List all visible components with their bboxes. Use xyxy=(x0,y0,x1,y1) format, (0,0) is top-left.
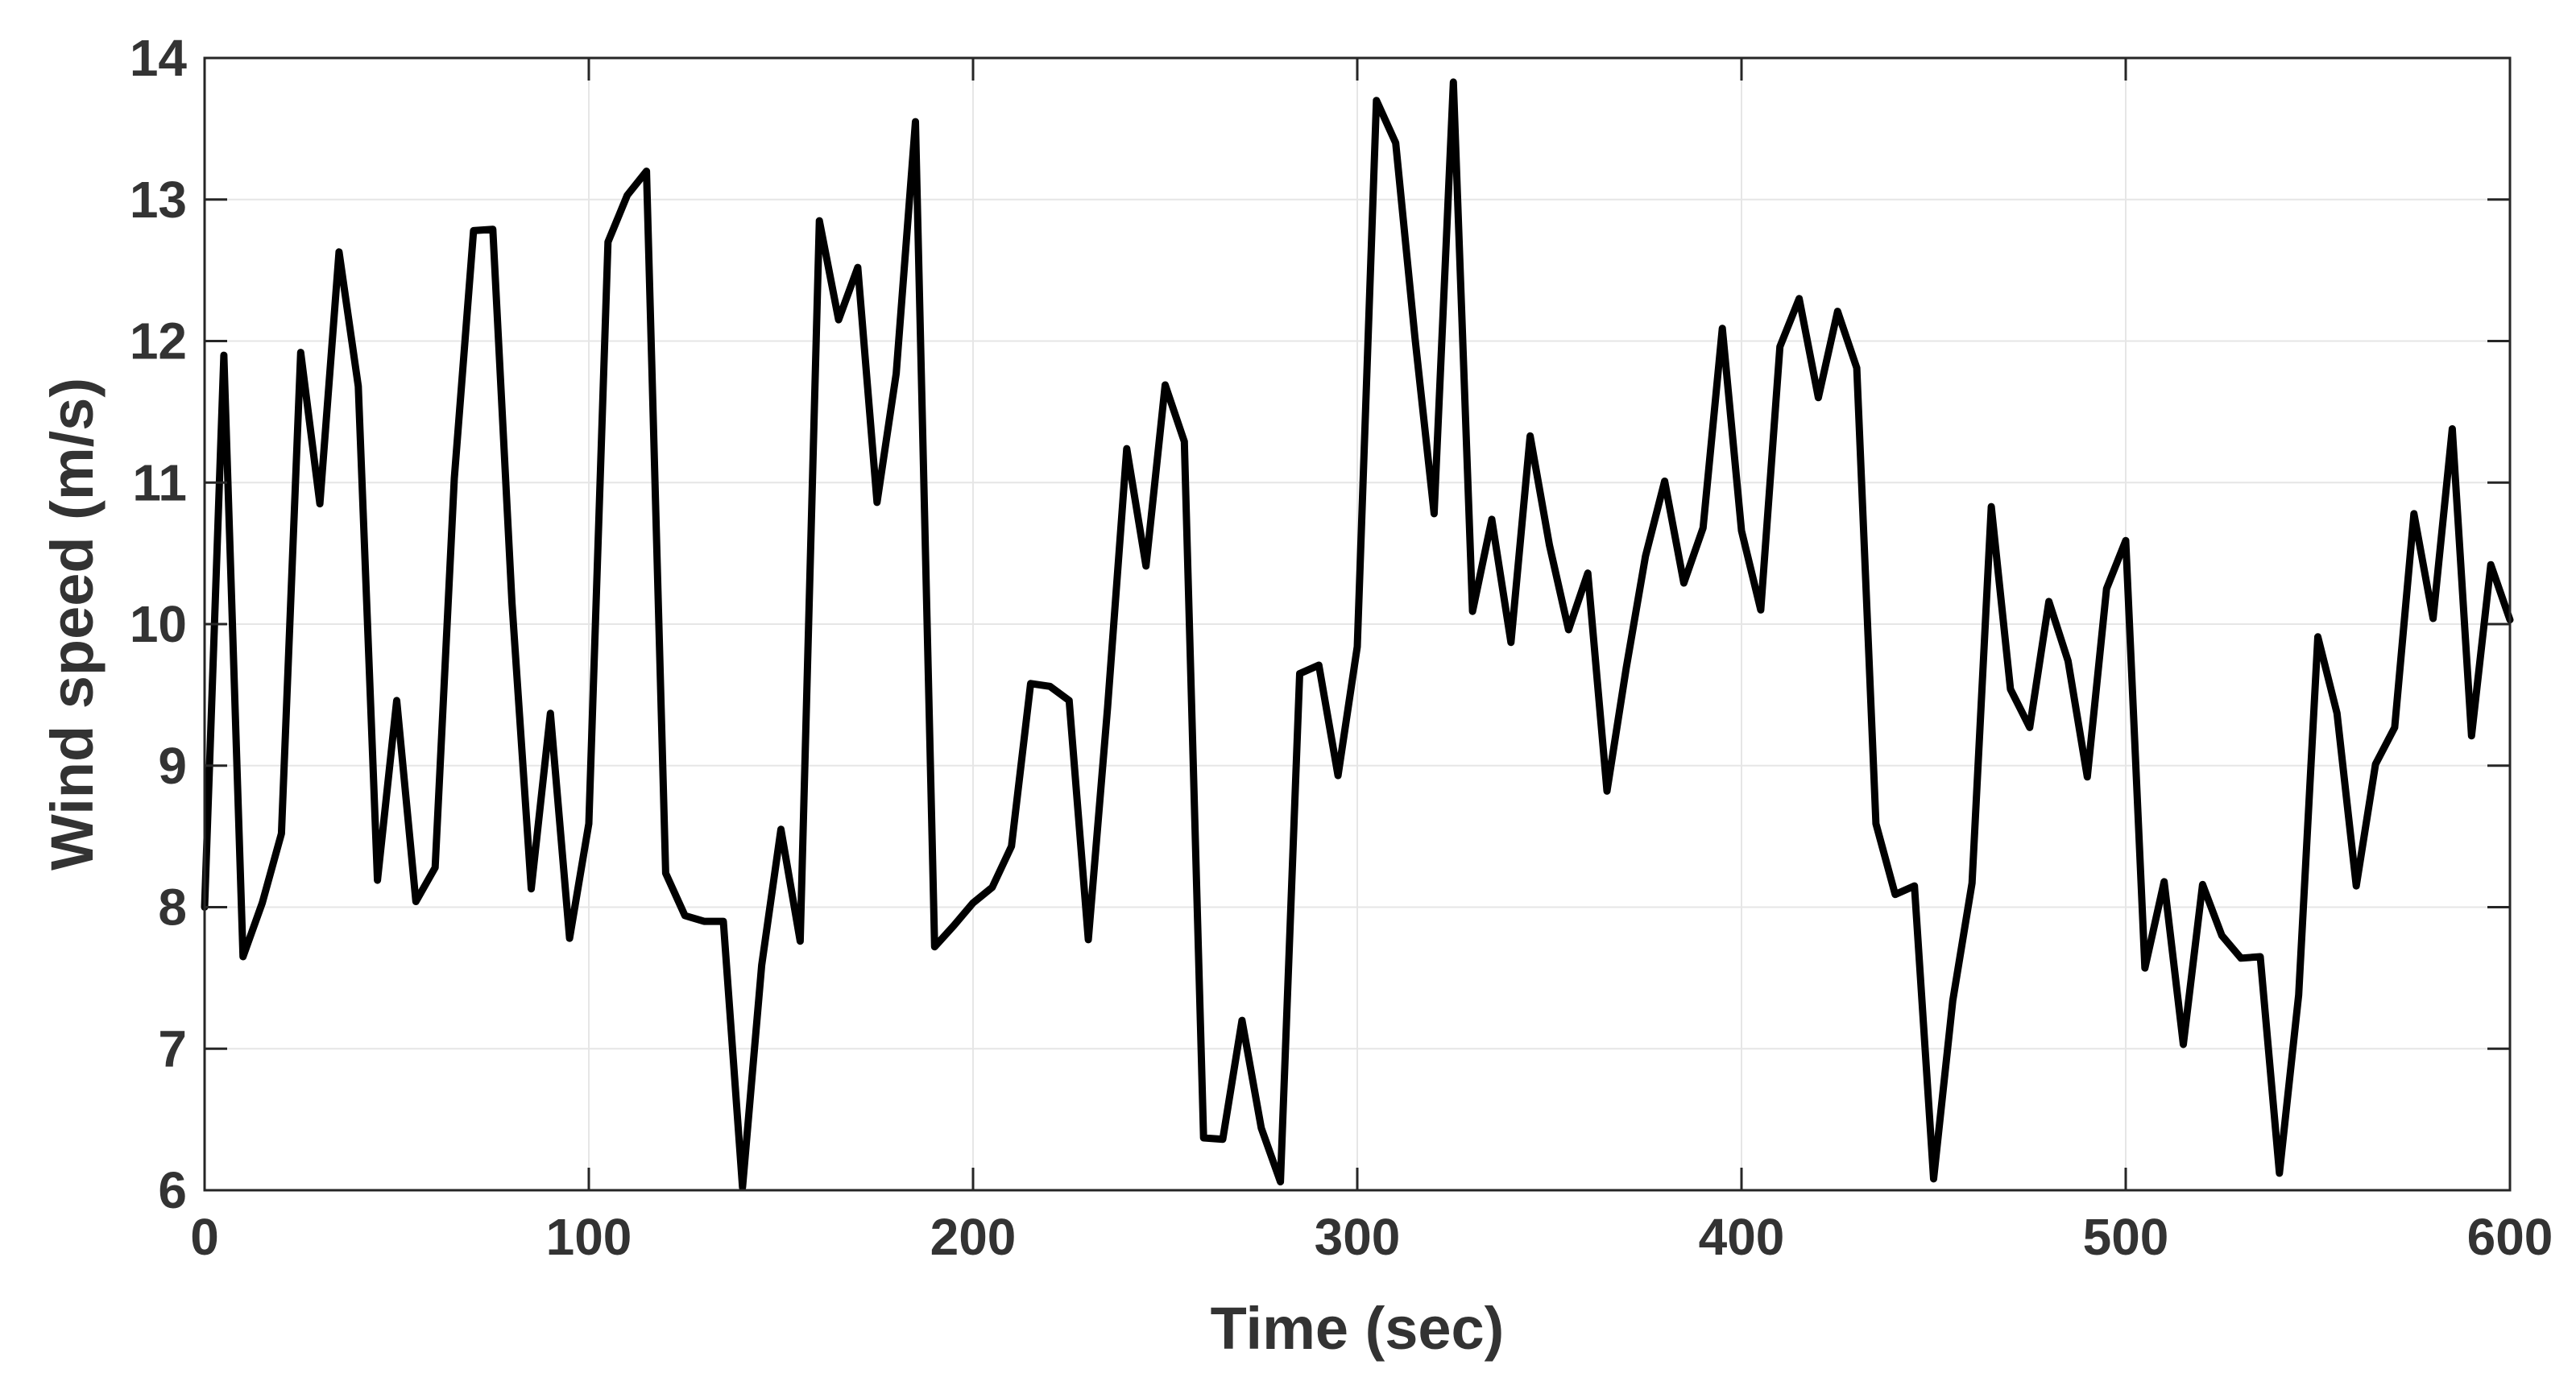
y-tick-labels: 6 7 8 9 10 11 12 13 14 xyxy=(130,29,188,1219)
series-line-wind-speed xyxy=(201,78,2514,1191)
y-tick-label: 13 xyxy=(130,171,187,229)
x-axis-label: Time (sec) xyxy=(1211,1295,1505,1362)
y-tick-label: 11 xyxy=(132,453,187,511)
y-tick-label: 6 xyxy=(158,1161,187,1219)
y-tick-label: 7 xyxy=(158,1020,187,1077)
x-tick-label: 500 xyxy=(2083,1208,2169,1266)
x-tick-label: 600 xyxy=(2467,1208,2553,1266)
y-axis-label: Wind speed (m/s) xyxy=(39,378,106,871)
y-tick-label: 9 xyxy=(158,737,187,795)
tick-marks xyxy=(203,56,2512,1192)
y-tick-label: 12 xyxy=(130,312,187,370)
x-tick-label: 100 xyxy=(546,1208,632,1266)
x-tick-label: 200 xyxy=(930,1208,1017,1266)
y-tick-label: 14 xyxy=(130,29,188,87)
x-tick-label: 300 xyxy=(1315,1208,1401,1266)
y-tick-label: 8 xyxy=(158,879,187,937)
x-tick-labels: 0 100 200 300 400 500 600 xyxy=(190,1208,2553,1266)
x-tick-label: 0 xyxy=(190,1208,219,1266)
y-tick-label: 10 xyxy=(130,595,187,653)
x-tick-label: 400 xyxy=(1699,1208,1785,1266)
